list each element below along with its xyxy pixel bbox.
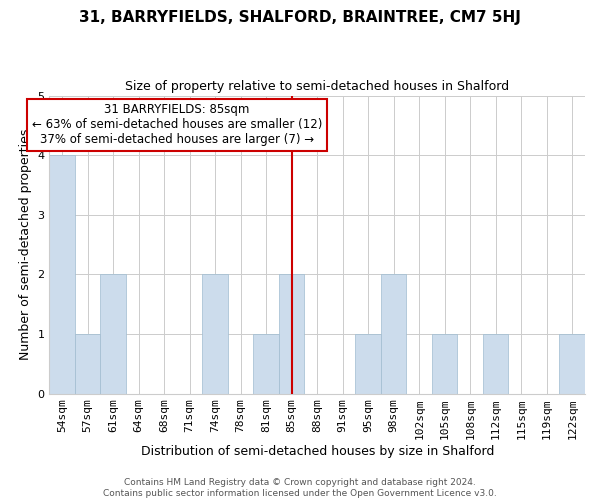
- Text: Contains HM Land Registry data © Crown copyright and database right 2024.
Contai: Contains HM Land Registry data © Crown c…: [103, 478, 497, 498]
- Text: 31 BARRYFIELDS: 85sqm
← 63% of semi-detached houses are smaller (12)
37% of semi: 31 BARRYFIELDS: 85sqm ← 63% of semi-deta…: [32, 104, 322, 146]
- X-axis label: Distribution of semi-detached houses by size in Shalford: Distribution of semi-detached houses by …: [140, 444, 494, 458]
- Bar: [483, 334, 508, 394]
- Title: Size of property relative to semi-detached houses in Shalford: Size of property relative to semi-detach…: [125, 80, 509, 93]
- Bar: [202, 274, 228, 394]
- Bar: [100, 274, 126, 394]
- Bar: [355, 334, 381, 394]
- Bar: [75, 334, 100, 394]
- Bar: [49, 155, 75, 394]
- Bar: [381, 274, 406, 394]
- Bar: [279, 274, 304, 394]
- Bar: [432, 334, 457, 394]
- Text: 31, BARRYFIELDS, SHALFORD, BRAINTREE, CM7 5HJ: 31, BARRYFIELDS, SHALFORD, BRAINTREE, CM…: [79, 10, 521, 25]
- Bar: [253, 334, 279, 394]
- Bar: [559, 334, 585, 394]
- Y-axis label: Number of semi-detached properties: Number of semi-detached properties: [19, 129, 32, 360]
